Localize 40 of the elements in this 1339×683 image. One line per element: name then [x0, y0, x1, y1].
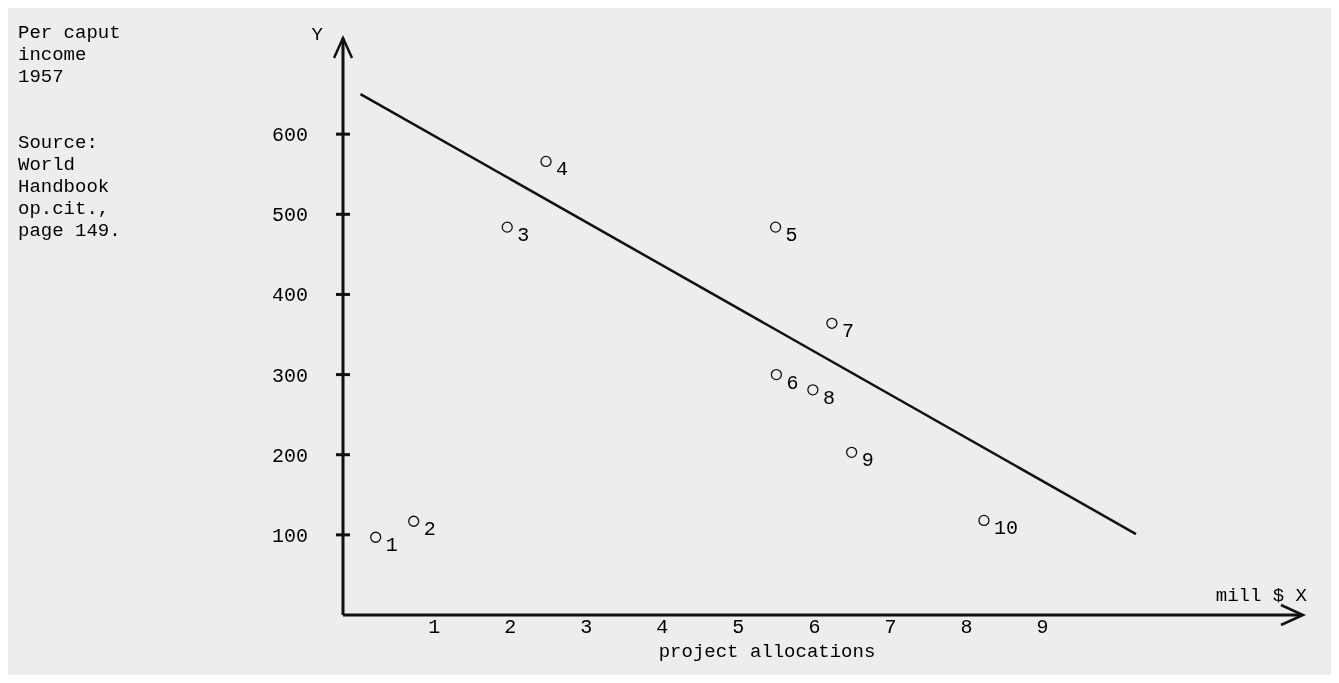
x-tick-label: 1	[428, 616, 441, 639]
annotation: 5	[785, 224, 798, 248]
y-tick-label: 400	[271, 284, 308, 308]
text: Per caput income 1957	[18, 22, 121, 88]
x-tick-label: 4	[656, 616, 669, 639]
x-tick-label: 2	[504, 616, 517, 639]
annotation: 3	[517, 224, 530, 248]
x-tick-label: 6	[808, 616, 821, 639]
annotation: mill $ X	[1215, 585, 1308, 607]
y-tick-label: 100	[271, 524, 308, 548]
point	[769, 221, 782, 233]
x-tick-label: 9	[1036, 616, 1049, 639]
x-tick-label: 8	[960, 616, 973, 639]
point	[501, 221, 513, 233]
y-tick-label: 300	[271, 364, 308, 388]
point	[370, 531, 382, 543]
annotation: 2	[423, 518, 436, 542]
text: Y	[311, 24, 324, 46]
point	[807, 384, 819, 396]
point	[770, 368, 783, 381]
annotation: 7	[841, 320, 854, 344]
annotation: 6	[786, 371, 799, 395]
point	[408, 515, 420, 527]
annotation: 9	[861, 449, 874, 473]
x-tick-label: 7	[884, 616, 897, 639]
point	[846, 446, 858, 458]
source-note: Source: World Handbook op.cit., page 149.	[18, 132, 121, 242]
x-axis-title: project allocations	[658, 641, 876, 663]
point	[978, 514, 990, 527]
annotation: 10	[993, 517, 1018, 541]
annotation: 1	[385, 534, 398, 558]
y-tick-label: 600	[271, 124, 308, 148]
x-tick-label: 3	[580, 616, 593, 639]
point	[540, 155, 552, 168]
y-tick-label: 200	[271, 444, 308, 468]
y-tick-label: 500	[271, 204, 308, 228]
annotation: 4	[556, 158, 569, 182]
annotation: 8	[822, 386, 835, 410]
x-tick-label: 5	[732, 616, 745, 639]
point	[826, 317, 838, 329]
